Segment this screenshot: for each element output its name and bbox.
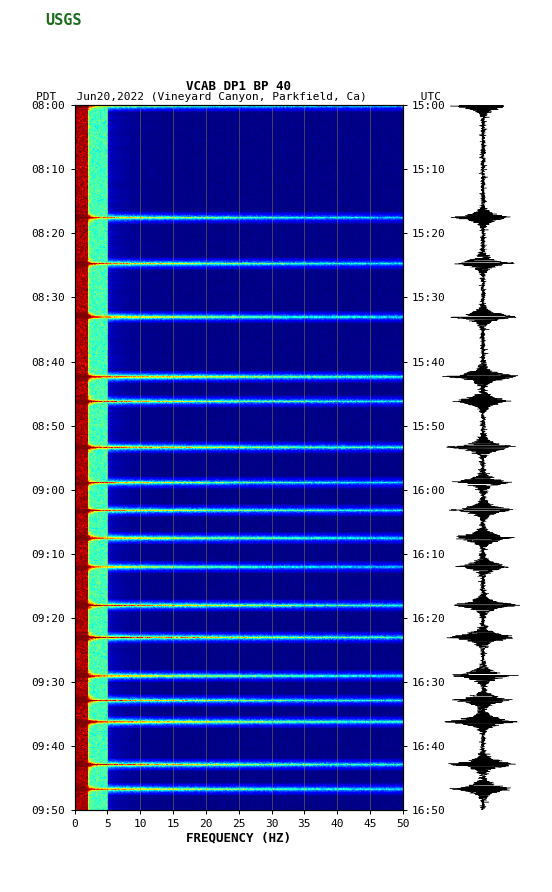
X-axis label: FREQUENCY (HZ): FREQUENCY (HZ) — [186, 831, 291, 845]
Text: VCAB DP1 BP 40: VCAB DP1 BP 40 — [186, 79, 291, 93]
Text: PDT   Jun20,2022 (Vineyard Canyon, Parkfield, Ca)        UTC: PDT Jun20,2022 (Vineyard Canyon, Parkfie… — [36, 92, 441, 102]
Text: USGS: USGS — [45, 13, 82, 28]
